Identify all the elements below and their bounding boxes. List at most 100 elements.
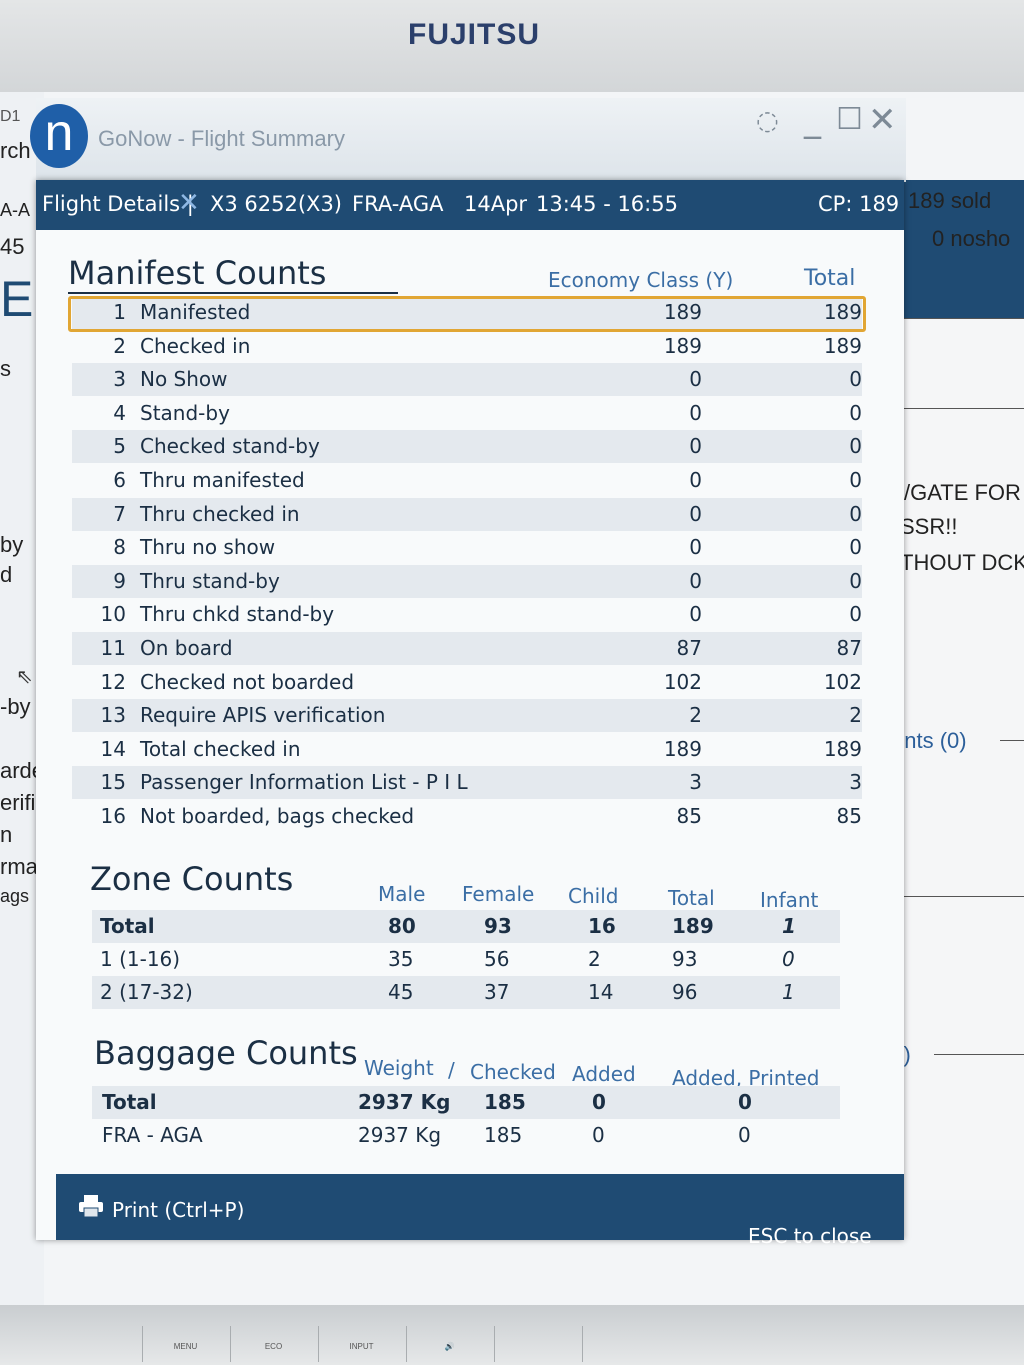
row-label: Stand-by xyxy=(140,400,230,425)
capacity: CP: 189 xyxy=(818,192,900,216)
bg-fragment: rch xyxy=(0,138,31,163)
monitor-brand: FUJITSU xyxy=(408,18,541,51)
close-icon[interactable]: ✕ xyxy=(868,100,897,140)
monitor-bezel-top xyxy=(0,0,1024,92)
monitor-button[interactable] xyxy=(494,1326,580,1362)
infant-count: 1 xyxy=(782,980,795,1004)
row-number: 8 xyxy=(113,535,126,560)
row-label: On board xyxy=(140,636,233,660)
row-label: Checked in xyxy=(140,333,251,358)
total-value: 0 xyxy=(849,602,862,627)
economy-value: 0 xyxy=(689,367,702,392)
table-row[interactable]: 9 Thru stand-by 0 0 xyxy=(72,564,862,598)
economy-value: 102 xyxy=(663,669,702,694)
total-value: 0 xyxy=(849,535,862,560)
table-row[interactable]: 12 Checked not boarded 102 102 xyxy=(72,666,862,699)
economy-value: 85 xyxy=(676,804,702,828)
female-column-header: Female xyxy=(462,882,535,906)
monitor-button[interactable] xyxy=(582,1326,668,1362)
table-row[interactable]: 14 Total checked in 189 189 xyxy=(72,733,862,766)
bg-divider xyxy=(900,408,1024,409)
monitor-input-button[interactable]: INPUT xyxy=(318,1326,404,1362)
baggage-weight: 2937 Kg xyxy=(358,1090,451,1114)
total-column-header: Total xyxy=(804,266,856,291)
economy-value: 0 xyxy=(689,602,702,627)
total-value: 0 xyxy=(849,434,862,459)
table-row: 1 (1-16) 35 56 2 93 0 xyxy=(92,943,840,976)
background-right-panel xyxy=(900,180,1024,1200)
table-row[interactable]: 7 Thru checked in 0 0 xyxy=(72,497,862,531)
baggage-checked: 185 xyxy=(484,1090,526,1114)
row-number: 1 xyxy=(113,300,126,324)
table-row[interactable]: 11 On board 87 87 xyxy=(72,632,862,665)
bg-divider xyxy=(900,318,1024,319)
minimize-icon[interactable]: _ xyxy=(804,100,821,140)
monitor-volume-button[interactable]: 🔊 xyxy=(406,1326,492,1362)
added-column-header: Added xyxy=(572,1062,636,1086)
bg-fragment: ags xyxy=(0,886,30,906)
table-row[interactable]: 15 Passenger Information List - P I L 3 3 xyxy=(72,766,862,800)
economy-value: 87 xyxy=(676,636,702,660)
row-number: 12 xyxy=(100,669,126,694)
zone-total-count: 96 xyxy=(672,980,698,1004)
table-row[interactable]: 10 Thru chkd stand-by 0 0 xyxy=(72,598,862,631)
row-number: 11 xyxy=(100,636,126,660)
total-value: 0 xyxy=(849,367,862,392)
economy-value: 189 xyxy=(663,736,702,761)
table-row[interactable]: 4 Stand-by 0 0 xyxy=(72,397,862,430)
background-right-header xyxy=(900,180,1024,318)
table-row[interactable]: 8 Thru no show 0 0 xyxy=(72,531,862,564)
table-row: Total 2937 Kg 185 0 0 xyxy=(92,1086,840,1119)
infant-count: 0 xyxy=(782,947,795,971)
table-row[interactable]: 1 Manifested 189 189 xyxy=(72,296,862,329)
zone-total-count: 93 xyxy=(672,947,698,971)
esc-close-hint[interactable]: ESC to close xyxy=(748,1224,872,1248)
row-label: Passenger Information List - P I L xyxy=(140,770,468,795)
baggage-checked: 185 xyxy=(484,1123,523,1147)
monitor-menu-button[interactable]: MENU xyxy=(142,1326,228,1362)
total-value: 189 xyxy=(823,300,862,324)
zone-label: Total xyxy=(100,914,155,938)
row-label: Thru chkd stand-by xyxy=(140,602,335,627)
monitor-bezel-bottom xyxy=(0,1305,1024,1365)
total-value: 2 xyxy=(849,703,862,728)
bg-divider xyxy=(934,1054,1024,1055)
table-row: Total 80 93 16 189 1 xyxy=(92,910,840,943)
flight-route: FRA-AGA xyxy=(352,192,444,216)
bg-fragment: E xyxy=(0,271,34,327)
maximize-icon[interactable]: ☐ xyxy=(836,102,863,137)
flight-date: 14Apr xyxy=(464,192,528,216)
window-titlebar xyxy=(36,98,906,182)
table-row[interactable]: 2 Checked in 189 189 xyxy=(72,330,862,363)
table-row[interactable]: 6 Thru manifested 0 0 xyxy=(72,464,862,497)
baggage-added: 0 xyxy=(592,1090,606,1114)
bg-fragment: by xyxy=(0,532,24,557)
total-value: 87 xyxy=(836,636,862,660)
bg-comments-link[interactable]: ents (0) xyxy=(892,728,967,753)
economy-value: 0 xyxy=(689,434,702,459)
restore-icon[interactable]: ◌ xyxy=(756,106,779,136)
bg-divider xyxy=(1000,740,1024,741)
table-row[interactable]: 3 No Show 0 0 xyxy=(72,363,862,397)
bg-fragment: s xyxy=(0,356,11,381)
app-logo: n xyxy=(30,104,88,168)
baggage-added-printed: 0 xyxy=(738,1090,752,1114)
print-button[interactable]: Print (Ctrl+P) xyxy=(112,1198,245,1222)
child-column-header: Child xyxy=(568,884,619,908)
manifest-counts-title: Manifest Counts xyxy=(68,254,327,292)
total-value: 102 xyxy=(823,669,862,694)
row-label: Not boarded, bags checked xyxy=(140,804,415,828)
zone-total-column-header: Total xyxy=(668,886,715,910)
bg-fragment: -by xyxy=(0,694,31,719)
table-row[interactable]: 13 Require APIS verification 2 2 xyxy=(72,699,862,733)
row-number: 15 xyxy=(100,770,126,795)
row-number: 10 xyxy=(100,602,126,627)
flight-times: 13:45 - 16:55 xyxy=(536,192,678,216)
row-label: Total checked in xyxy=(140,736,301,761)
mouse-cursor-icon: ⇖ xyxy=(16,664,33,688)
flight-details-header: Flight Details | ✕ X3 6252(X3) FRA-AGA 1… xyxy=(36,180,904,230)
table-row[interactable]: 16 Not boarded, bags checked 85 85 xyxy=(72,800,862,833)
bg-fragment: 45 xyxy=(0,234,25,259)
monitor-eco-button[interactable]: ECO xyxy=(230,1326,316,1362)
table-row[interactable]: 5 Checked stand-by 0 0 xyxy=(72,430,862,464)
